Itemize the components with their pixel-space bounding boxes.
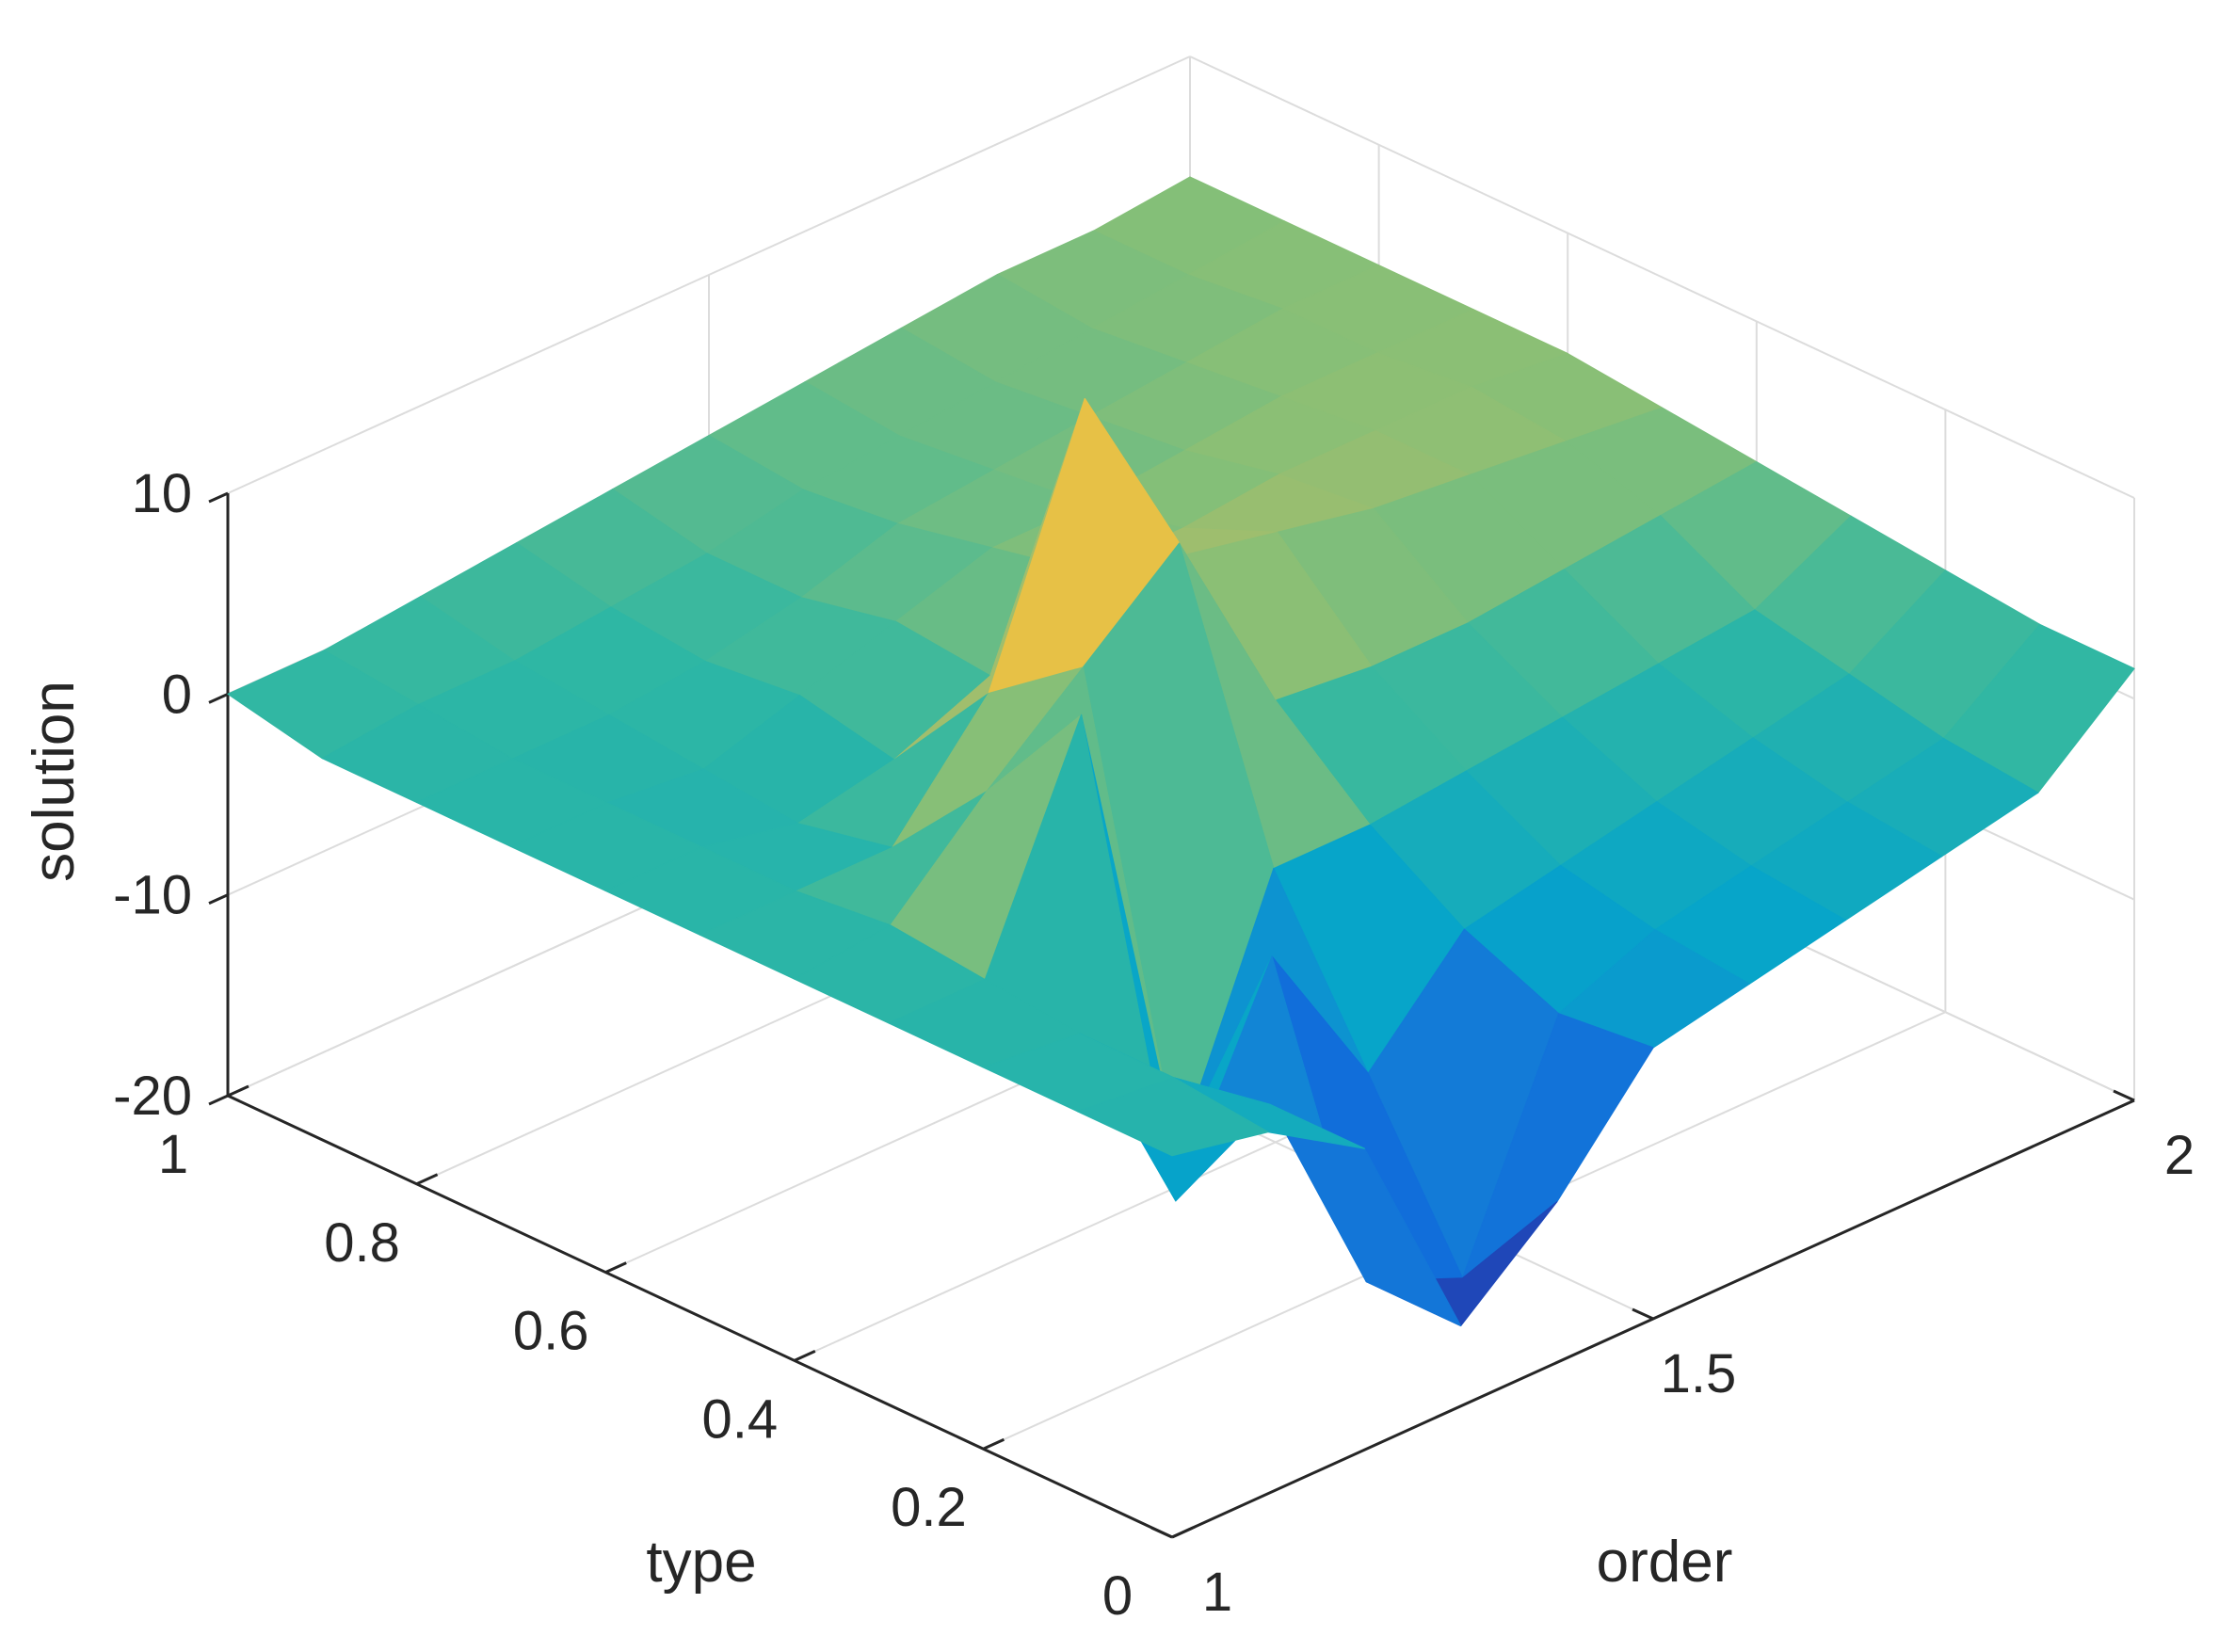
y-tick-mark (794, 1350, 816, 1362)
y-tick-mark (415, 1173, 439, 1186)
surface-facet (1077, 1077, 1269, 1157)
z-tick-label: 10 (131, 463, 192, 524)
y-tick-mark (982, 1437, 1005, 1451)
y-tick-label: 1 (158, 1124, 188, 1185)
z-tick-mark (208, 491, 229, 504)
z-tick-mark (208, 1094, 229, 1106)
y-tick-label: 0.6 (513, 1301, 589, 1362)
z-tick-label: -10 (113, 865, 192, 926)
y-tick-mark (1171, 1526, 1194, 1539)
y-tick-label: 0.4 (701, 1388, 778, 1450)
x-tick-label: 1 (1202, 1562, 1232, 1623)
z-tick-label: 0 (162, 664, 192, 725)
z-tick-label: -20 (113, 1066, 192, 1127)
x-tick-mark (2113, 1089, 2135, 1102)
y-tick-mark (604, 1261, 627, 1274)
y-tick-label: 0.2 (891, 1477, 967, 1538)
grid-line (1189, 56, 2135, 499)
y-tick-label: 0.8 (324, 1212, 400, 1274)
y-tick-label: 0 (1102, 1565, 1133, 1627)
grid-line (227, 56, 1191, 494)
x-tick-mark (1632, 1307, 1654, 1321)
z-tick-mark (208, 893, 229, 906)
z-axis-label: solution (22, 681, 87, 882)
x-tick-label: 2 (2164, 1125, 2195, 1186)
z-tick-mark (208, 692, 229, 704)
y-tick-mark (227, 1084, 249, 1098)
axis-labels: solution type order (22, 681, 1732, 1595)
x-tick-label: 1.5 (1661, 1343, 1737, 1404)
surface (227, 176, 2135, 1327)
y-axis-line (227, 1094, 1173, 1539)
x-tick-mark (1150, 1526, 1173, 1539)
y-axis-label: type (646, 1530, 756, 1595)
x-axis-label: order (1597, 1530, 1733, 1595)
